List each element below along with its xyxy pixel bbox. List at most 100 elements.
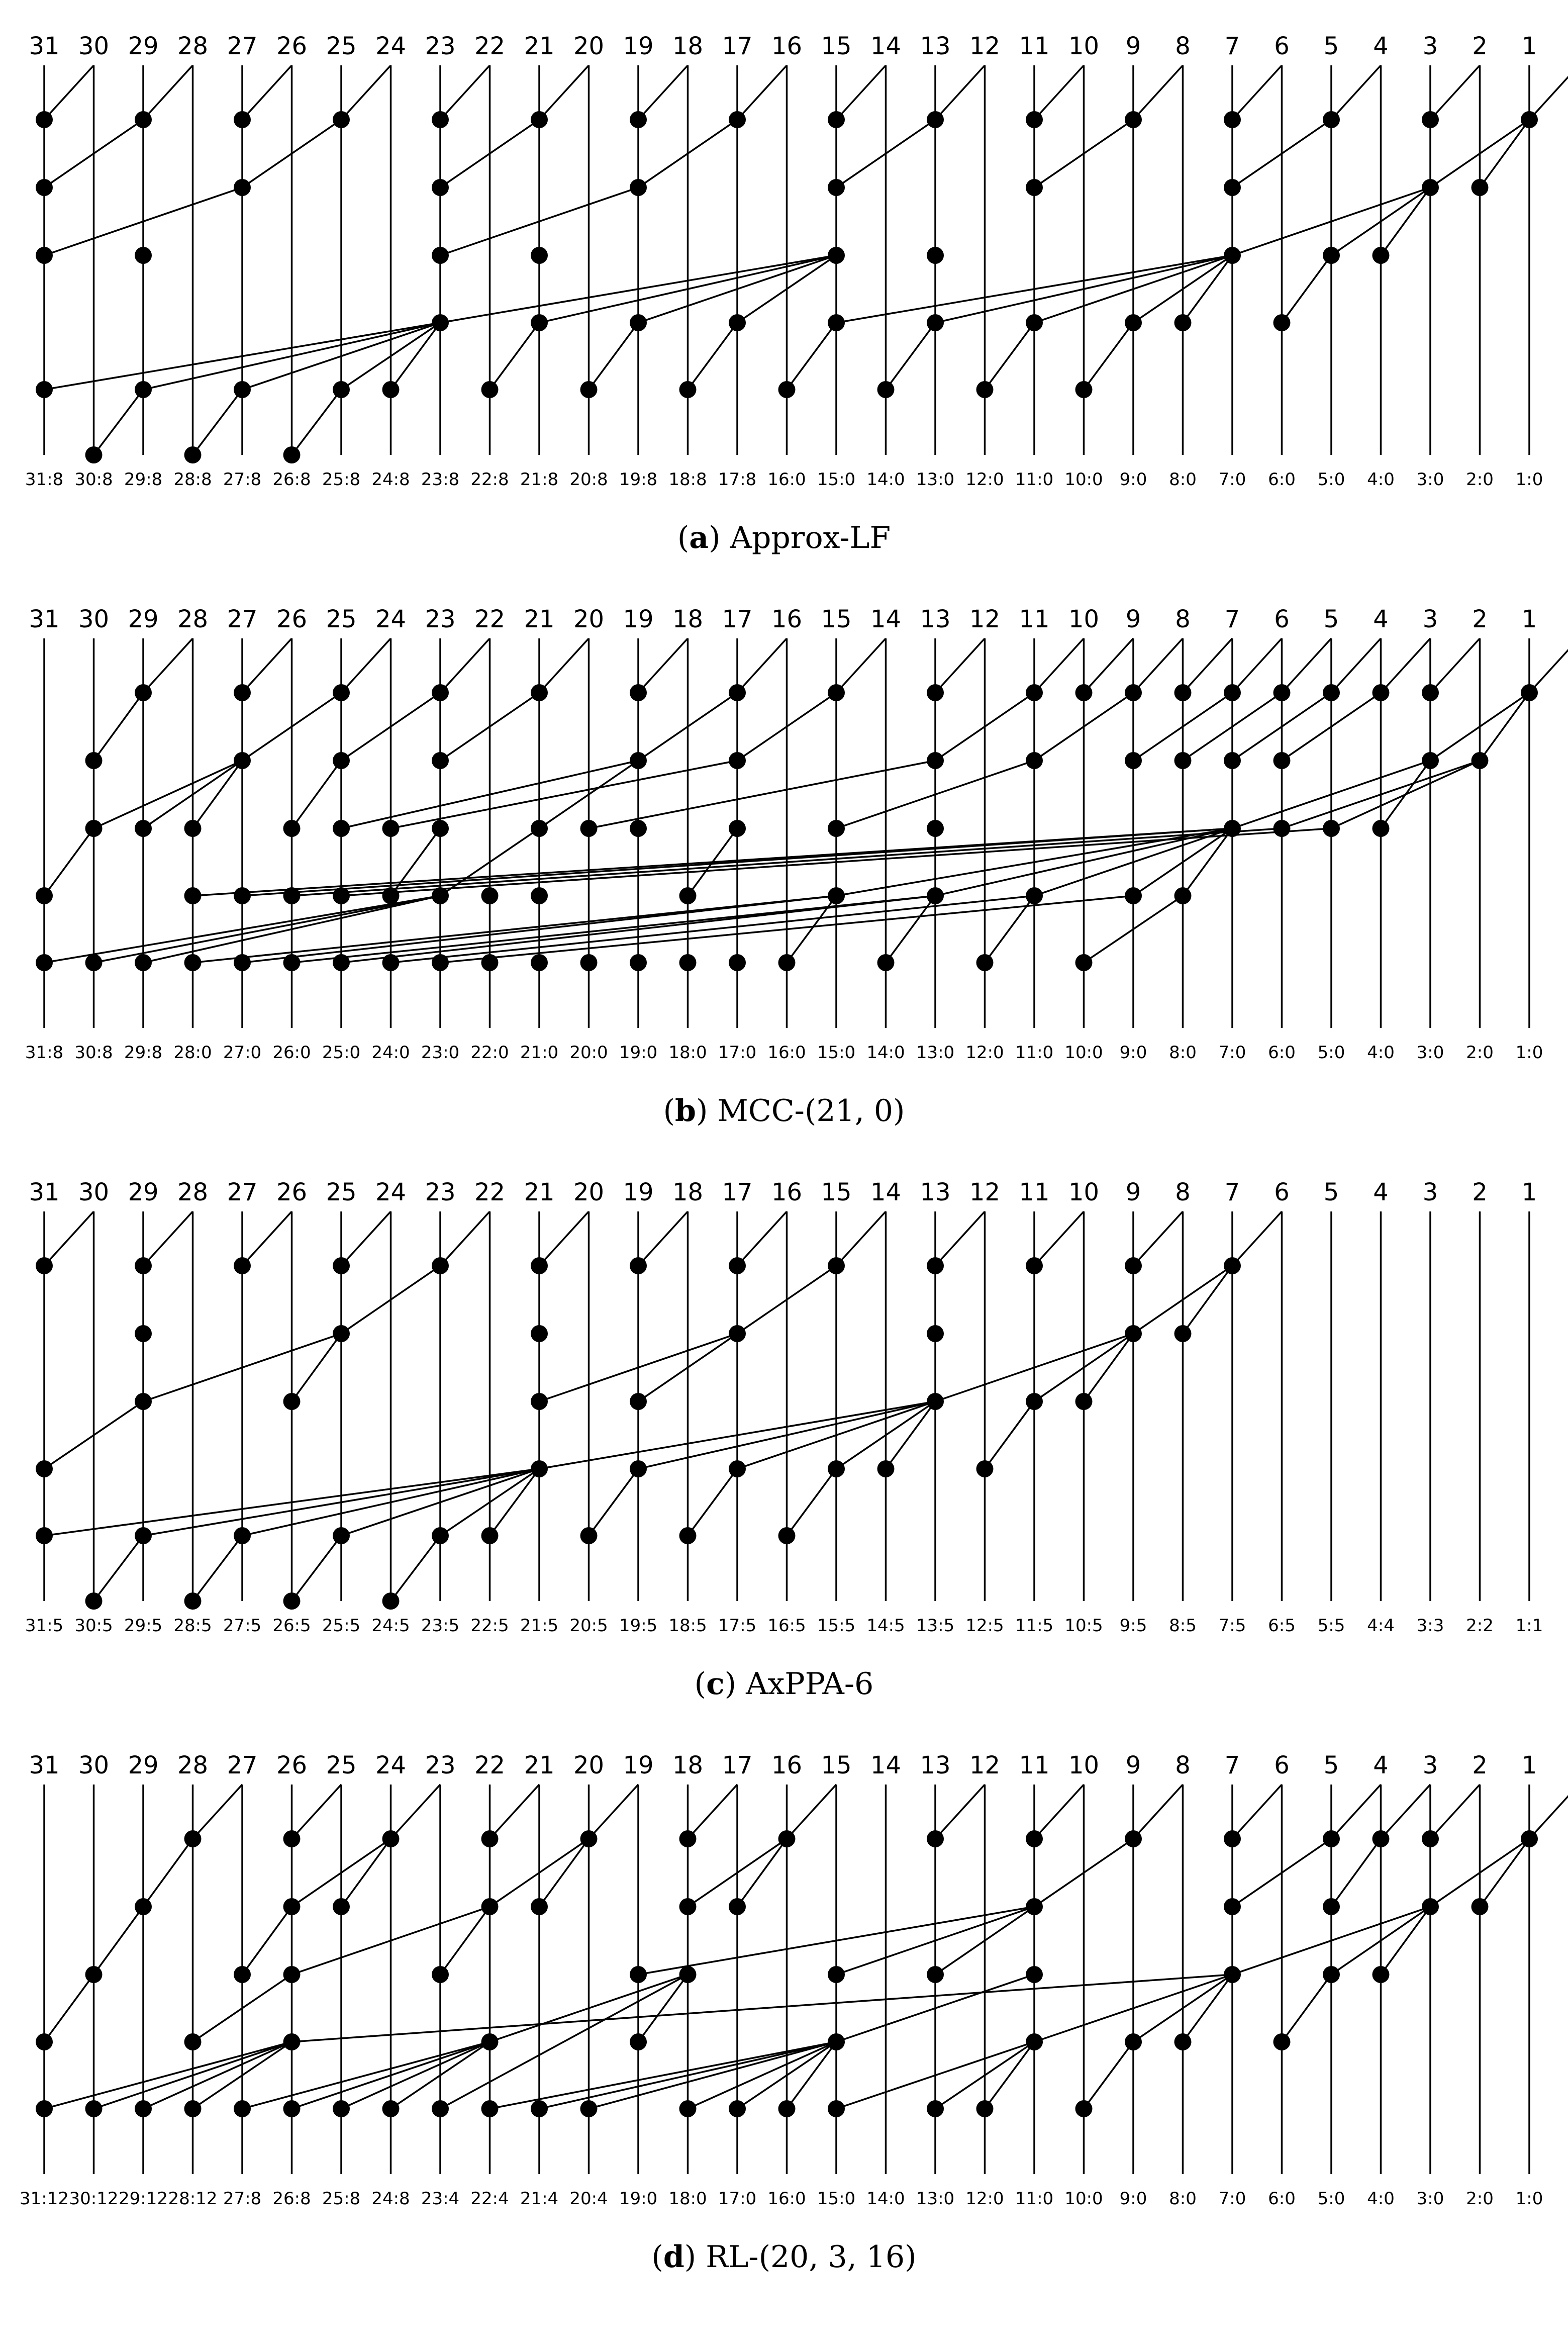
edge-6-5 [1281,254,1332,324]
prefix-node-21-l5 [531,954,548,971]
bit-label-22: 22 [474,1751,505,1779]
edge-28-26 [192,2041,292,2110]
panel-d: 31 30 29 28 27 26 25 24 23 22 21 20 19 18 17 16 15 14 13 12… [20,1751,1568,2275]
edge-7-6 [1231,1210,1283,1267]
output-label-26: 26:5 [272,1616,311,1636]
prefix-node-28-l4 [184,887,202,904]
edge-21-20 [538,64,590,121]
edge-4-3 [1380,1906,1431,1976]
prefix-node-2-l2 [1471,1898,1489,1915]
edge-28-26 [192,1974,292,2043]
output-label-13: 13:5 [916,1616,954,1636]
prefix-node-17-l3 [729,820,746,837]
caption-letter: d [663,2239,684,2275]
prefix-node-24-l5 [382,2100,400,2117]
prefix-node-29-l5 [135,1527,152,1544]
edge-27-23 [242,322,441,391]
edge-17-13 [737,1400,936,1470]
edge-28-27 [192,389,243,456]
edge-8-7 [1182,1974,1233,2043]
panel-caption: (a) Approx-LF [677,520,891,555]
bit-label-6: 6 [1274,1178,1290,1206]
edge-13-11 [935,2041,1035,2110]
edge-11-9 [1034,1333,1134,1402]
prefix-node-21-l2 [531,1898,548,1915]
prefix-node-15-l4 [828,1460,845,1477]
prefix-node-8-l4 [1174,2033,1192,2050]
prefix-node-1-l1 [1521,684,1538,701]
edge-16-15 [786,1468,837,1537]
prefix-node-28-l1 [184,1830,202,1847]
edge-9-8 [1132,64,1184,121]
prefix-node-29-l2 [135,1898,152,1915]
output-label-23: 23:0 [421,1043,459,1063]
edge-19-17 [638,692,738,762]
panel-caption: (d) RL-(20, 3, 16) [651,2239,916,2275]
output-label-17: 17:0 [718,1043,756,1063]
output-label-19: 19:5 [619,1616,657,1636]
prefix-node-27-l1 [234,111,251,128]
prefix-node-2-l2 [1471,179,1489,196]
edge-3-2 [1429,64,1481,121]
output-label-21: 21:0 [520,1043,558,1063]
output-label-30: 30:12 [69,2189,119,2209]
edge-10-9 [1083,322,1134,391]
output-label-31: 31:8 [25,1043,63,1063]
edge-10-9 [1083,1333,1134,1402]
caption-letter: c [706,1666,725,1702]
prefix-node-18-l4 [679,887,697,904]
prefix-node-3-l1 [1422,111,1439,128]
bit-label-1: 1 [1522,1178,1537,1206]
bit-label-12: 12 [969,32,1000,60]
edge-7-5 [1232,692,1332,762]
caption-text: RL-(20, 3, 16) [706,2239,916,2275]
edge-8-7 [1182,827,1233,897]
edge-25-13 [341,895,936,964]
prefix-node-17-l4 [729,1460,746,1477]
prefix-node-18-l5 [679,1527,697,1544]
output-label-9: 9:5 [1120,1616,1147,1636]
output-label-29: 29:8 [124,1043,162,1063]
bit-label-11: 11 [1019,605,1049,633]
output-label-19: 19:0 [619,2189,657,2209]
caption-paren-open: ( [651,2239,663,2275]
prefix-node-27-l4 [234,887,251,904]
prefix-node-20-l5 [580,954,598,971]
prefix-node-20-l1 [580,1830,598,1847]
bit-label-27: 27 [227,605,257,633]
prefix-node-22-l5 [481,1527,499,1544]
prefix-node-5-l1 [1323,684,1340,701]
bit-label-16: 16 [771,605,802,633]
prefix-node-7-l3 [1224,820,1241,837]
edge-28-27 [192,1535,243,1602]
edge-2-1 [1479,119,1530,189]
bit-label-19: 19 [623,1751,653,1779]
prefix-node-6-l3 [1273,820,1291,837]
edge-15-13 [836,1400,936,1470]
edge-15-13 [836,119,936,189]
bit-label-28: 28 [177,32,208,60]
edge-29-23 [143,895,441,964]
output-label-15: 15:0 [817,1043,855,1063]
bit-label-24: 24 [375,605,406,633]
edge-20-13 [589,760,936,829]
output-label-14: 14:5 [866,1616,905,1636]
prefix-node-9-l4 [1125,2033,1142,2050]
bit-label-13: 13 [920,32,950,60]
edge-15-14 [835,64,887,121]
edge-11-9 [1034,1838,1134,1908]
prefix-node-13-l2 [927,752,944,769]
output-label-23: 23:5 [421,1616,459,1636]
prefix-node-6-l1 [1273,684,1291,701]
edge-9-7 [1133,1265,1233,1335]
output-label-24: 24:8 [371,2189,410,2209]
bit-label-31: 31 [29,1751,59,1779]
edge-18-16 [687,1838,788,1908]
prefix-node-27-l1 [234,1257,251,1274]
edge-23-21 [440,1468,540,1537]
edge-19-17 [638,119,738,189]
prefix-node-18-l5 [679,381,697,398]
prefix-node-24-l5 [382,954,400,971]
bit-label-10: 10 [1068,605,1099,633]
bit-label-24: 24 [375,1751,406,1779]
